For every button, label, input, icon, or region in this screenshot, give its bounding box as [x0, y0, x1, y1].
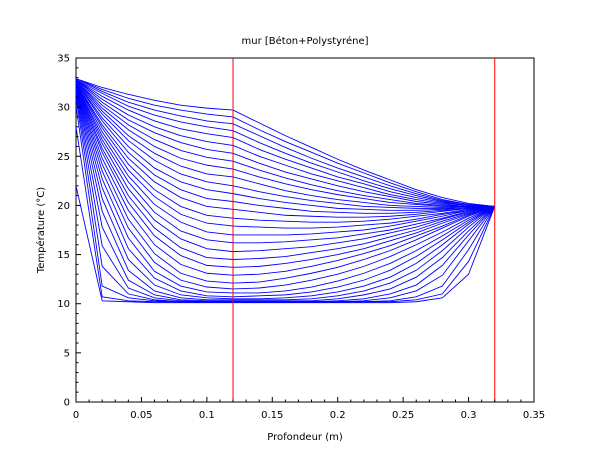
y-tick-label: 10: [57, 299, 70, 310]
y-tick-label: 25: [57, 152, 70, 163]
temperature-curve-26: [75, 88, 495, 298]
temperature-curve-15: [75, 82, 495, 223]
temperature-curve-28: [75, 90, 496, 301]
y-tick-label: 30: [57, 103, 70, 114]
x-tick-label: 0.15: [261, 410, 283, 421]
y-tick-label: 5: [64, 348, 70, 359]
temperature-curve-9: [75, 80, 495, 207]
chart-title: mur [Béton+Polystyréne]: [241, 35, 368, 47]
temperature-curve-34: [75, 185, 496, 304]
temperature-curve-22: [75, 85, 495, 276]
temperature-curve-10: [75, 80, 495, 208]
temperature-curve-4: [75, 79, 495, 207]
y-axis-label: Température (°C): [35, 187, 47, 274]
temperature-curve-21: [75, 85, 495, 268]
temperature-curve-18: [75, 83, 495, 244]
temperature-curve-1: [75, 78, 495, 207]
x-tick-label: 0.25: [392, 410, 414, 421]
temperature-curve-19: [75, 84, 495, 253]
y-tick-label: 0: [64, 398, 70, 409]
plot-frame: [75, 57, 535, 403]
y-tick-label: 15: [57, 250, 70, 261]
temperature-curve-5: [75, 79, 495, 207]
temperature-curve-24: [75, 86, 495, 290]
temperature-curve-7: [75, 79, 495, 207]
x-tick-label: 0: [73, 410, 79, 421]
temperature-curve-13: [75, 81, 495, 214]
x-tick-label: 0.2: [330, 410, 346, 421]
temperature-curve-12: [75, 81, 495, 211]
y-tick-label: 20: [57, 201, 70, 212]
temperature-curve-23: [75, 86, 495, 284]
temperature-curve-33: [75, 126, 496, 303]
temperature-curve-3: [75, 78, 495, 207]
temperature-curve-16: [75, 82, 495, 229]
plot-area: 0 0.05 0.1 0.15 0.2 0.25 0.3 0.35 0 5 10 15 20 25 30 35: [57, 54, 545, 422]
temperature-curve-20: [75, 84, 495, 260]
x-tick-label: 0.35: [523, 410, 545, 421]
temperature-curve-27: [75, 89, 495, 300]
temperature-curve-25: [75, 87, 495, 294]
temperature-curve-2: [75, 78, 495, 207]
x-tick-label: 0.05: [130, 410, 152, 421]
x-tick-label: 0.1: [199, 410, 215, 421]
temperature-curve-11: [75, 81, 495, 209]
temperature-curve-29: [75, 92, 496, 302]
x-tick-label: 0.3: [461, 410, 477, 421]
temperature-curve-14: [75, 82, 495, 218]
temperature-curve-17: [75, 83, 495, 236]
temperature-curve-8: [75, 80, 495, 207]
x-axis-label: Profondeur (m): [267, 432, 343, 443]
y-tick-label: 35: [57, 54, 70, 65]
temperature-curve-6: [75, 79, 495, 207]
